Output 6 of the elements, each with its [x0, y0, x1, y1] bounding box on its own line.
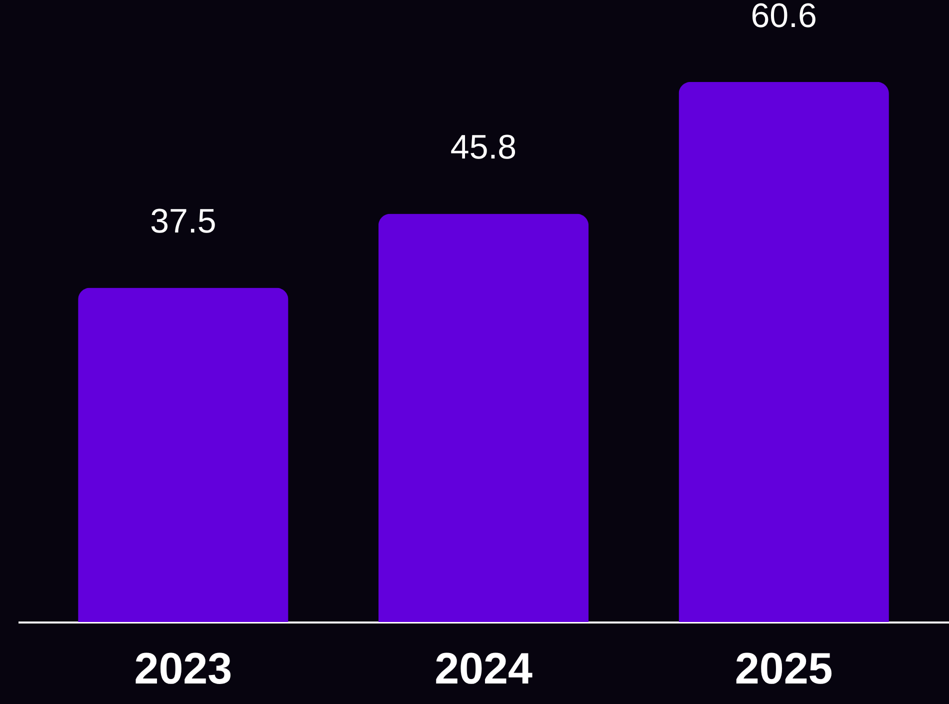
x-tick-label: 2025: [734, 644, 833, 694]
data-label: 37.5: [150, 202, 216, 241]
data-label: 60.6: [750, 0, 817, 35]
data-label: 45.8: [450, 128, 517, 167]
x-tick-label: 2024: [434, 644, 533, 694]
x-tick-label: 2023: [134, 644, 232, 694]
